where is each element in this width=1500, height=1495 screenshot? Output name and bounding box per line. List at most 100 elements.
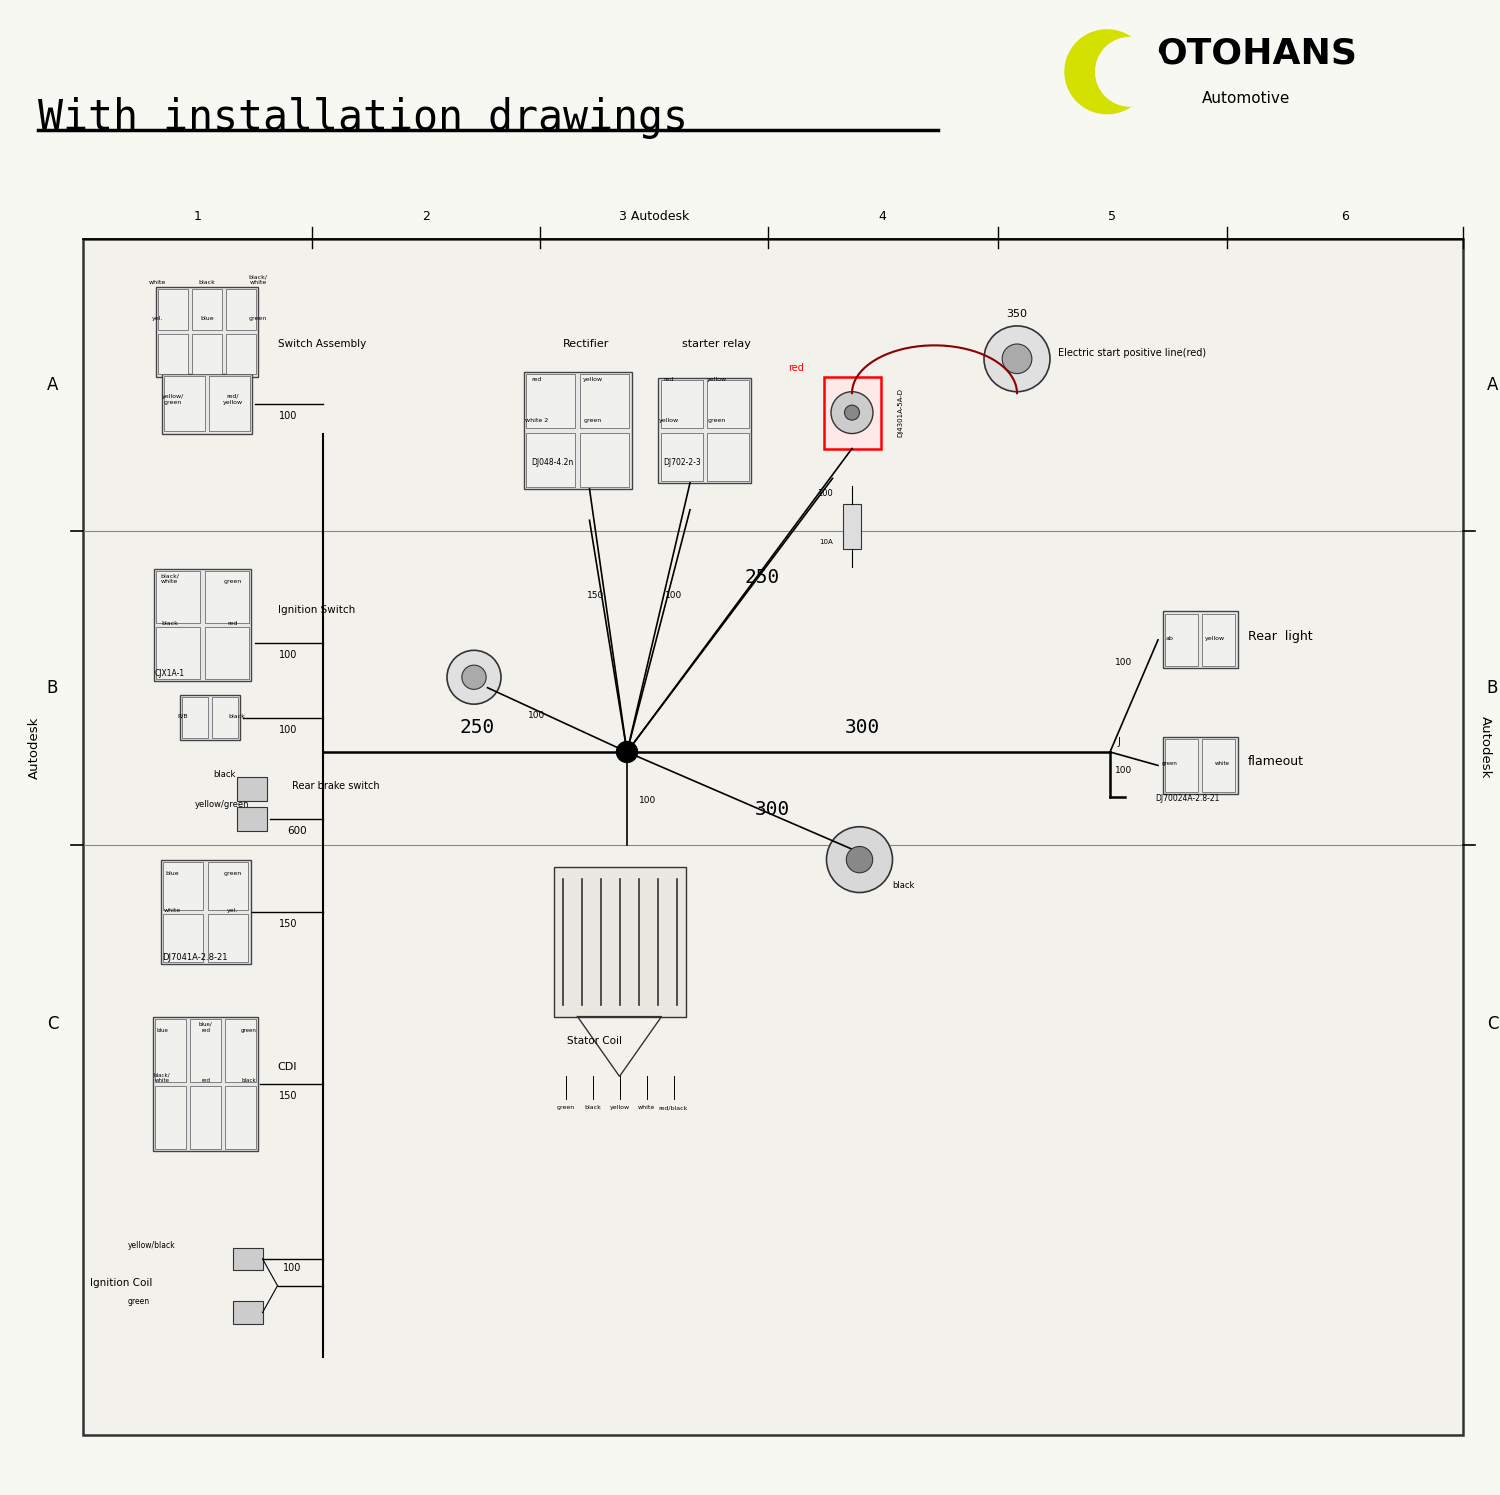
- Text: Electric start positive line(red): Electric start positive line(red): [1058, 348, 1206, 357]
- Bar: [708, 381, 750, 429]
- Text: red: red: [664, 377, 674, 383]
- Text: DJ7041A-2.8-21: DJ7041A-2.8-21: [162, 952, 228, 961]
- Text: flameout: flameout: [1248, 755, 1304, 768]
- Circle shape: [831, 392, 873, 434]
- Bar: [204, 628, 249, 679]
- Text: C: C: [46, 1015, 58, 1033]
- Bar: [232, 1247, 262, 1271]
- Text: red/
yellow: red/ yellow: [222, 393, 243, 405]
- Text: DJ70024A-2.8-21: DJ70024A-2.8-21: [1155, 794, 1220, 803]
- Circle shape: [1095, 37, 1164, 106]
- Text: black: black: [228, 713, 246, 719]
- Text: yellow/green: yellow/green: [195, 800, 249, 809]
- Text: black: black: [892, 881, 915, 890]
- Text: green: green: [224, 579, 242, 585]
- Text: black/
white: black/ white: [160, 573, 178, 585]
- Text: yel.: yel.: [226, 907, 238, 913]
- Bar: [159, 335, 188, 375]
- Text: blue/
red: blue/ red: [198, 1021, 213, 1033]
- Text: Automotive: Automotive: [1202, 91, 1290, 106]
- Bar: [156, 1085, 186, 1148]
- Text: Ignition Coil: Ignition Coil: [90, 1278, 153, 1287]
- Text: Autodesk: Autodesk: [28, 716, 40, 779]
- Text: red/black: red/black: [658, 1105, 688, 1111]
- Text: 350: 350: [1007, 309, 1028, 318]
- Text: 300: 300: [844, 718, 880, 737]
- Text: Ignition Switch: Ignition Switch: [278, 605, 354, 614]
- Bar: [156, 628, 201, 679]
- Text: ab: ab: [1166, 635, 1174, 641]
- Text: J: J: [1118, 737, 1120, 746]
- Text: white: white: [638, 1105, 656, 1111]
- Text: DJ048-4.2n: DJ048-4.2n: [531, 457, 573, 466]
- Text: 150: 150: [279, 919, 297, 928]
- Text: 100: 100: [528, 710, 546, 719]
- Text: green: green: [224, 870, 242, 876]
- Text: A: A: [1486, 375, 1498, 395]
- Text: 2: 2: [422, 209, 430, 223]
- Bar: [1162, 611, 1238, 668]
- Text: DJ702-2-3: DJ702-2-3: [663, 457, 700, 466]
- Bar: [156, 1020, 186, 1082]
- Bar: [658, 378, 752, 483]
- Text: yellow: yellow: [609, 1105, 630, 1111]
- Bar: [164, 861, 204, 909]
- Bar: [156, 287, 258, 377]
- Bar: [207, 861, 249, 909]
- Bar: [192, 335, 222, 375]
- Text: red: red: [201, 1078, 210, 1084]
- Bar: [153, 1017, 258, 1151]
- Text: Stator Coil: Stator Coil: [567, 1036, 622, 1045]
- Text: black: black: [198, 280, 216, 286]
- Bar: [190, 1085, 220, 1148]
- Text: Rear  light: Rear light: [1248, 629, 1312, 643]
- Text: yellow/black: yellow/black: [128, 1241, 176, 1250]
- Text: B: B: [1486, 679, 1498, 697]
- Bar: [225, 1085, 255, 1148]
- Bar: [207, 915, 249, 963]
- Text: blue: blue: [165, 870, 180, 876]
- Text: 3 Autodesk: 3 Autodesk: [620, 209, 688, 223]
- Text: 4: 4: [879, 209, 886, 223]
- Bar: [237, 807, 267, 831]
- Text: CDI: CDI: [278, 1063, 297, 1072]
- Text: black/
white: black/ white: [249, 274, 267, 286]
- Text: 100: 100: [818, 489, 833, 498]
- Text: Switch Assembly: Switch Assembly: [278, 339, 366, 348]
- Text: A: A: [46, 375, 58, 395]
- Bar: [524, 372, 632, 489]
- Text: yellow: yellow: [706, 377, 728, 383]
- Text: green: green: [249, 315, 267, 321]
- Text: red: red: [228, 620, 237, 626]
- Text: 6: 6: [1341, 209, 1348, 223]
- Text: white 2: white 2: [525, 417, 549, 423]
- Bar: [153, 570, 251, 682]
- Bar: [226, 290, 255, 330]
- Text: With installation drawings: With installation drawings: [38, 97, 687, 139]
- Circle shape: [844, 405, 859, 420]
- Bar: [1162, 737, 1238, 794]
- Circle shape: [462, 665, 486, 689]
- Circle shape: [616, 742, 638, 762]
- Bar: [183, 697, 207, 739]
- Bar: [156, 571, 201, 623]
- Text: blue: blue: [156, 1027, 168, 1033]
- Bar: [190, 1020, 220, 1082]
- Bar: [554, 867, 686, 1017]
- Text: 5: 5: [1108, 209, 1116, 223]
- Bar: [237, 777, 267, 801]
- Text: yellow: yellow: [582, 377, 603, 383]
- Text: yellow/
green: yellow/ green: [162, 393, 183, 405]
- Bar: [165, 377, 204, 432]
- Text: white: white: [164, 907, 182, 913]
- Text: C: C: [1486, 1015, 1498, 1033]
- Text: green: green: [242, 1027, 256, 1033]
- Bar: [708, 434, 750, 481]
- Bar: [204, 571, 249, 623]
- Text: 100: 100: [1114, 765, 1132, 774]
- Text: 100: 100: [279, 411, 297, 420]
- Text: 100: 100: [279, 725, 297, 734]
- Text: green: green: [128, 1296, 150, 1305]
- Text: 100: 100: [639, 795, 657, 804]
- Bar: [159, 290, 188, 330]
